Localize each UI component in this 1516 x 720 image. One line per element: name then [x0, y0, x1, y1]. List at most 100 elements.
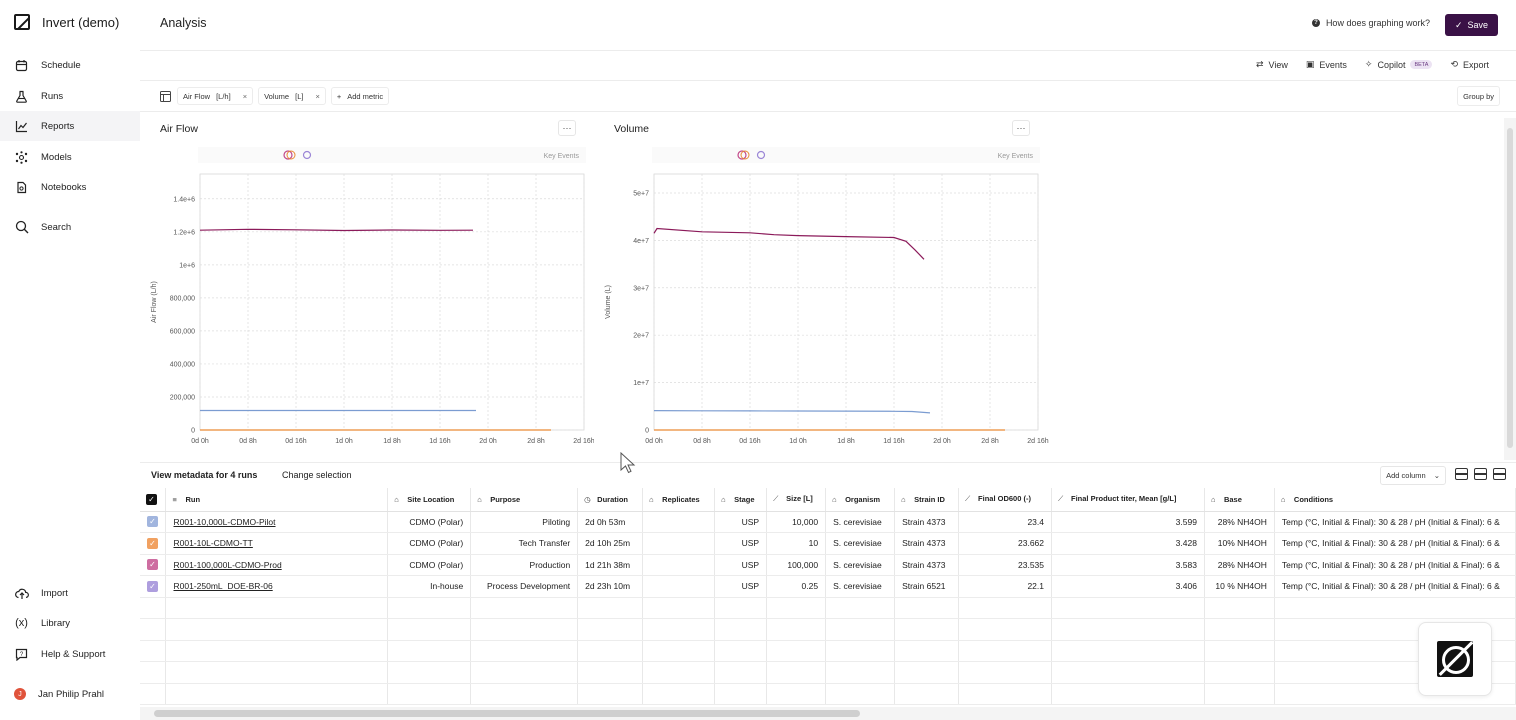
air-flow-chart[interactable]: Key Events 0d 0h 0d 8h 0d 16h 1d 0h 1d 8h 1d 1…: [140, 142, 594, 477]
event-marker-icon: [740, 150, 750, 160]
column-header-conditions[interactable]: ⌂ Conditions: [1274, 488, 1516, 512]
row-select-cell[interactable]: ✓: [140, 532, 167, 555]
row-select-cell[interactable]: ✓: [140, 511, 167, 533]
view-button[interactable]: ⇄ View: [1256, 59, 1288, 70]
table-row[interactable]: ✓ R001-100,000L-CDMO-Prod CDMO (Polar) Prod…: [140, 554, 1516, 576]
select-all-checkbox[interactable]: ✓: [146, 493, 157, 505]
column-header-organism[interactable]: ⌂ Organism: [825, 488, 896, 512]
column-header-replicates[interactable]: ⌂ Replicates: [642, 488, 716, 512]
metric-chip-air-flow[interactable]: Air Flow [L/h] ×: [177, 87, 254, 105]
main-content: Analysis ? How does graphing work? ✓ Sav…: [140, 0, 1516, 720]
run-link[interactable]: R001-10L-CDMO-TT: [173, 538, 253, 549]
key-events-label: Key Events: [544, 153, 580, 160]
row-select-cell[interactable]: ✓: [140, 575, 167, 598]
column-header-run[interactable]: ≡ Run: [165, 488, 389, 512]
row-select-cell[interactable]: ✓: [140, 554, 167, 576]
row-checkbox[interactable]: ✓: [147, 516, 158, 528]
empty-cell: [766, 683, 827, 705]
metric-chip-volume[interactable]: Volume [L] ×: [258, 87, 326, 105]
sidebar-item-import[interactable]: Import: [0, 578, 140, 608]
events-calendar-icon: ▣: [1305, 59, 1315, 69]
group-by-button[interactable]: Group by: [1457, 86, 1500, 106]
empty-cell: [140, 661, 167, 684]
charts-vertical-scrollbar[interactable]: [1504, 118, 1516, 460]
column-header-strain-id[interactable]: ⌂ Strain ID: [894, 488, 960, 512]
column-header-stage[interactable]: ⌂ Stage: [714, 488, 768, 512]
help-graphing-link[interactable]: ? How does graphing work?: [1311, 18, 1430, 28]
column-header-final-od600[interactable]: ⟋ Final OD600 (-): [958, 488, 1052, 512]
column-label: Base: [1223, 494, 1242, 504]
scrollbar-thumb[interactable]: [1507, 128, 1513, 448]
change-selection-tab[interactable]: Change selection: [282, 470, 352, 480]
sidebar-item-schedule[interactable]: Schedule: [0, 50, 140, 80]
column-header-duration[interactable]: ◷ Duration: [577, 488, 644, 512]
empty-cell: [387, 661, 472, 684]
sidebar-item-label: Notebooks: [41, 181, 87, 193]
empty-cell: [958, 640, 1052, 662]
sidebar-item-library[interactable]: (x) Library: [0, 608, 140, 638]
chart-title: Air Flow: [160, 123, 198, 135]
remove-metric-icon[interactable]: ×: [315, 91, 320, 101]
select-all-cell[interactable]: ✓: [140, 488, 167, 512]
run-link[interactable]: R001-250mL_DOE-BR-06: [173, 581, 273, 592]
y-tick-label: 2e+7: [633, 333, 649, 340]
help-chat-icon: ?: [14, 647, 29, 662]
table-row[interactable]: ✓ R001-10,000L-CDMO-Pilot CDMO (Polar) Pilo…: [140, 511, 1516, 533]
sidebar-item-label: Search: [41, 221, 72, 233]
column-header-site-location[interactable]: ⌂ Site Location: [387, 488, 472, 512]
column-header-purpose[interactable]: ⌂ Purpose: [470, 488, 579, 512]
table-cell: 2d 23h 10m: [577, 575, 644, 598]
chart-menu-button[interactable]: ···: [1012, 120, 1030, 136]
row-checkbox[interactable]: ✓: [147, 537, 158, 549]
chart-menu-button[interactable]: ···: [558, 120, 576, 136]
empty-cell: [825, 597, 896, 619]
copilot-fab-button[interactable]: [1418, 622, 1492, 696]
empty-cell: [387, 618, 472, 641]
run-link[interactable]: R001-100,000L-CDMO-Prod: [173, 559, 282, 570]
sidebar-item-runs[interactable]: Runs: [0, 81, 140, 111]
empty-cell: [1204, 618, 1275, 641]
empty-cell: [577, 661, 644, 684]
remove-metric-icon[interactable]: ×: [242, 91, 248, 101]
save-button[interactable]: ✓ Save: [1445, 14, 1498, 36]
tag-icon: ⌂: [721, 494, 726, 504]
table-horizontal-scrollbar[interactable]: [140, 707, 1516, 720]
row-checkbox[interactable]: ✓: [147, 580, 158, 592]
table-cell[interactable]: R001-10,000L-CDMO-Pilot: [165, 511, 389, 533]
sidebar-item-help[interactable]: ? Help & Support: [0, 639, 140, 669]
view-metadata-tab[interactable]: View metadata for 4 runs: [151, 470, 258, 480]
brand[interactable]: Invert (demo): [14, 14, 119, 30]
chart-panel-air-flow: Air Flow ··· Key Events 0d 0h 0d 8h 0d 16h 1…: [140, 115, 594, 460]
user-profile[interactable]: J Jan Philip Prahl: [0, 679, 140, 709]
row-checkbox[interactable]: ✓: [147, 559, 158, 571]
run-link[interactable]: R001-10,000L-CDMO-Pilot: [173, 516, 276, 527]
export-button[interactable]: ⟲ Export: [1450, 59, 1489, 70]
list-icon: ≡: [172, 494, 177, 504]
sidebar-item-reports[interactable]: Reports: [0, 111, 140, 141]
add-metric-button[interactable]: + Add metric: [330, 87, 390, 105]
column-header-final-titer[interactable]: ⟋ Final Product titer, Mean [g/L]: [1051, 488, 1205, 512]
sidebar-item-search[interactable]: Search: [0, 212, 140, 242]
column-header-base[interactable]: ⌂ Base: [1204, 488, 1275, 512]
layout-split-icon[interactable]: [1455, 468, 1468, 480]
table-row[interactable]: ✓ R001-10L-CDMO-TT CDMO (Polar) Tech Transf…: [140, 532, 1516, 555]
add-column-button[interactable]: Add column ⌄: [1380, 466, 1446, 485]
table-cell: 10% NH4OH: [1204, 532, 1275, 555]
scrollbar-thumb[interactable]: [154, 710, 860, 717]
empty-cell: [387, 597, 472, 619]
layout-table-icon[interactable]: [1474, 468, 1487, 480]
sidebar-item-notebooks[interactable]: Notebooks: [0, 172, 140, 202]
metric-table-icon[interactable]: [158, 89, 172, 103]
table-cell[interactable]: R001-10L-CDMO-TT: [165, 532, 389, 555]
table-row[interactable]: ✓ R001-250mL_DOE-BR-06 In-house Process Dev…: [140, 575, 1516, 598]
table-cell[interactable]: R001-100,000L-CDMO-Prod: [165, 554, 389, 576]
events-button[interactable]: ▣ Events: [1306, 59, 1347, 70]
sidebar-item-models[interactable]: Models: [0, 142, 140, 172]
column-header-size[interactable]: ⟋ Size [L]: [766, 488, 827, 512]
user-name: Jan Philip Prahl: [38, 688, 105, 700]
layout-chart-icon[interactable]: [1493, 468, 1506, 480]
volume-chart[interactable]: Key Events 0d 0h 0d 8h 0d 16h 1d 0h 1d 8h 1d 1…: [594, 142, 1050, 477]
copilot-button[interactable]: ✧ Copilot BETA: [1365, 59, 1433, 70]
table-cell[interactable]: R001-250mL_DOE-BR-06: [165, 575, 389, 598]
